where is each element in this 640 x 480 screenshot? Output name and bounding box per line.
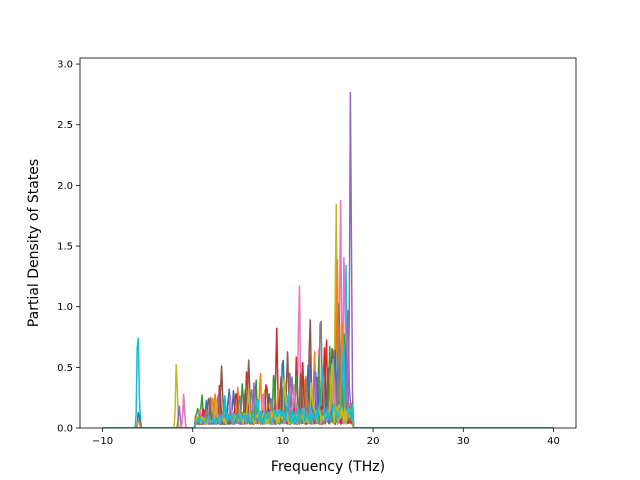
x-axis-label: Frequency (THz) xyxy=(271,459,385,475)
y-axis-label: Partial Density of States xyxy=(26,159,42,327)
x-tick-label: 40 xyxy=(547,436,560,447)
x-axis: −10 0 10 20 30 40 xyxy=(92,428,560,447)
pdos-series-line xyxy=(102,358,553,428)
plot-frame xyxy=(79,57,577,429)
x-tick-label: 20 xyxy=(367,436,380,447)
pdos-series-line xyxy=(102,342,553,428)
y-tick-label: 1.5 xyxy=(57,242,73,253)
y-tick-label: 0.0 xyxy=(57,424,73,435)
pdos-series-line xyxy=(102,373,553,428)
series-layer xyxy=(102,91,553,428)
pdos-series-line xyxy=(102,309,553,428)
y-tick-label: 2.5 xyxy=(57,120,73,131)
y-tick-label: 3.0 xyxy=(57,60,73,71)
y-tick-label: 0.5 xyxy=(57,363,73,374)
y-tick-label: 1.0 xyxy=(57,302,73,313)
x-tick-label: 10 xyxy=(277,436,290,447)
x-tick-label: 0 xyxy=(190,436,196,447)
y-axis: 0.0 0.5 1.0 1.5 2.0 2.5 3.0 xyxy=(57,60,80,435)
pdos-series-line xyxy=(102,367,553,428)
pdos-series-line xyxy=(102,349,553,428)
y-tick-label: 2.0 xyxy=(57,181,73,192)
x-tick-label: −10 xyxy=(92,436,113,447)
x-tick-label: 30 xyxy=(457,436,470,447)
